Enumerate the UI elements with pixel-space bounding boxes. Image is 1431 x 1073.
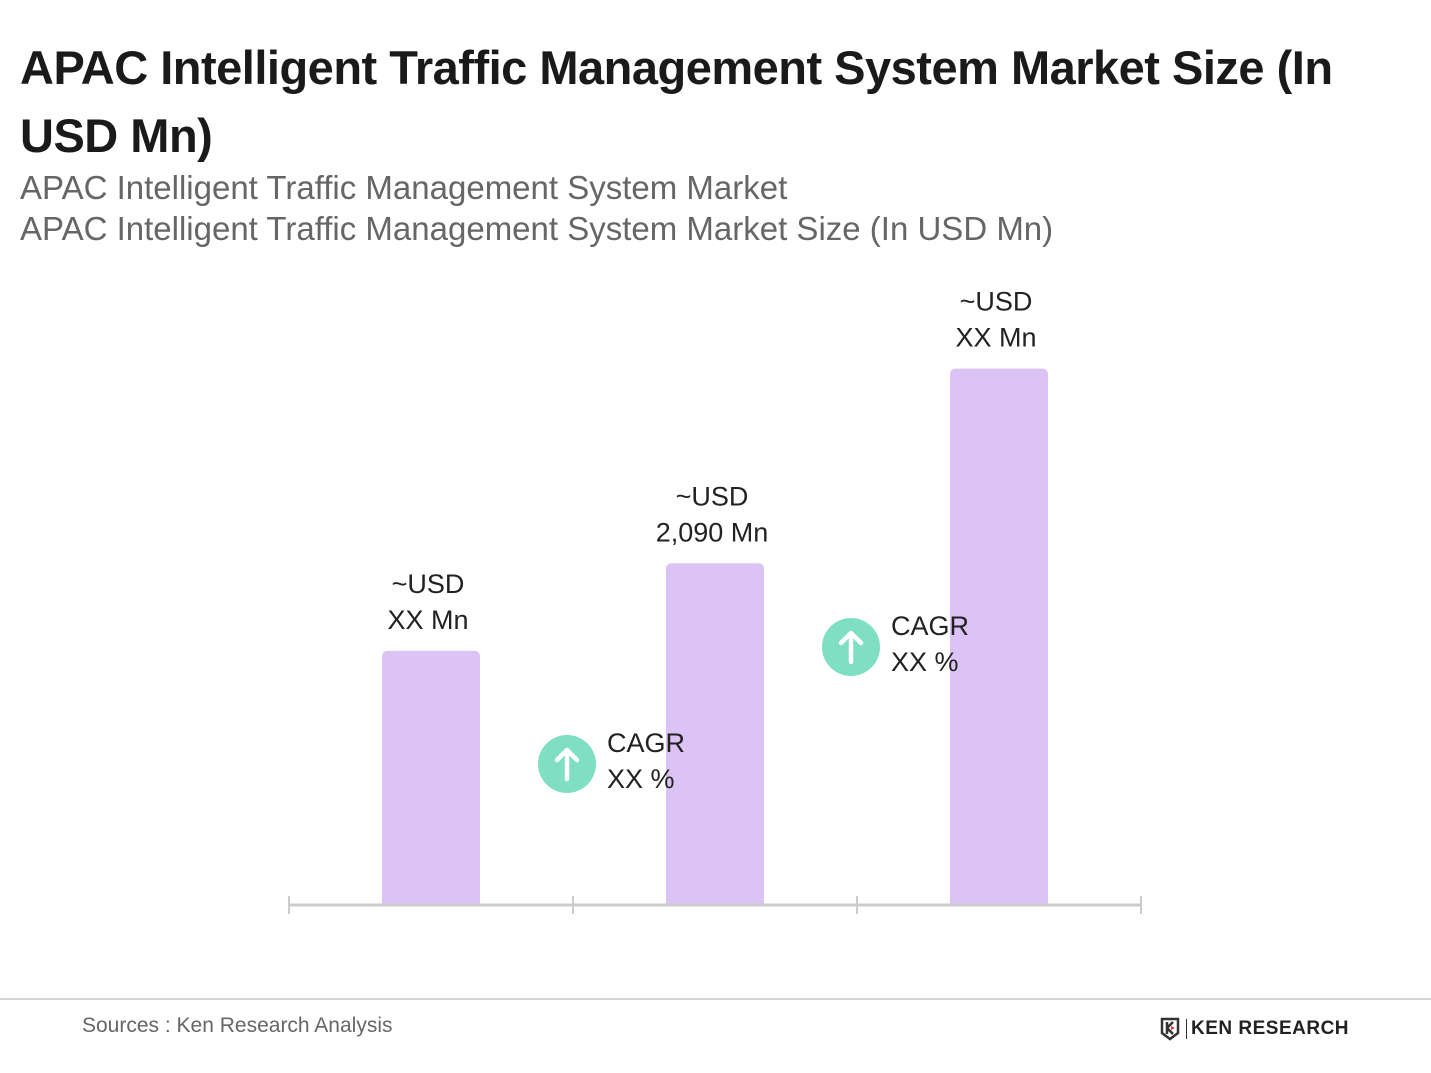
cagr-label: XX %: [891, 647, 959, 677]
cagr-label: XX %: [607, 764, 675, 794]
bar: [950, 368, 1048, 906]
data-label: XX Mn: [955, 323, 1036, 353]
chart-title: APAC Intelligent Traffic Management Syst…: [20, 41, 1333, 162]
bar-chart: ~USD XX Mn ~USD 2,090 Mn ~USD XX Mn CAGR XX % CA…: [288, 287, 1142, 914]
source-note: Sources : Ken Research Analysis: [82, 1014, 393, 1037]
data-label: ~USD: [960, 287, 1033, 317]
arrow-up-glyph: [838, 630, 864, 665]
bar: [382, 650, 480, 905]
footer-divider: [0, 998, 1431, 1000]
data-label: ~USD: [392, 569, 465, 599]
bar: [666, 563, 764, 905]
chart-subtitle-1: APAC Intelligent Traffic Management Syst…: [20, 169, 788, 206]
logo-text: KEN RESEARCH: [1191, 1018, 1350, 1039]
cagr-label: CAGR: [607, 728, 685, 758]
ken-research-logo: KEN RESEARCH: [1160, 1017, 1349, 1041]
arrow-up-glyph: [554, 747, 580, 782]
cagr-label: CAGR: [891, 611, 969, 641]
data-label: ~USD: [676, 481, 749, 511]
data-label: 2,090 Mn: [656, 517, 769, 547]
data-label: XX Mn: [387, 605, 468, 635]
chart-subtitle-2: APAC Intelligent Traffic Management Syst…: [20, 210, 1054, 247]
ken-research-logo-icon: [1160, 1017, 1180, 1041]
